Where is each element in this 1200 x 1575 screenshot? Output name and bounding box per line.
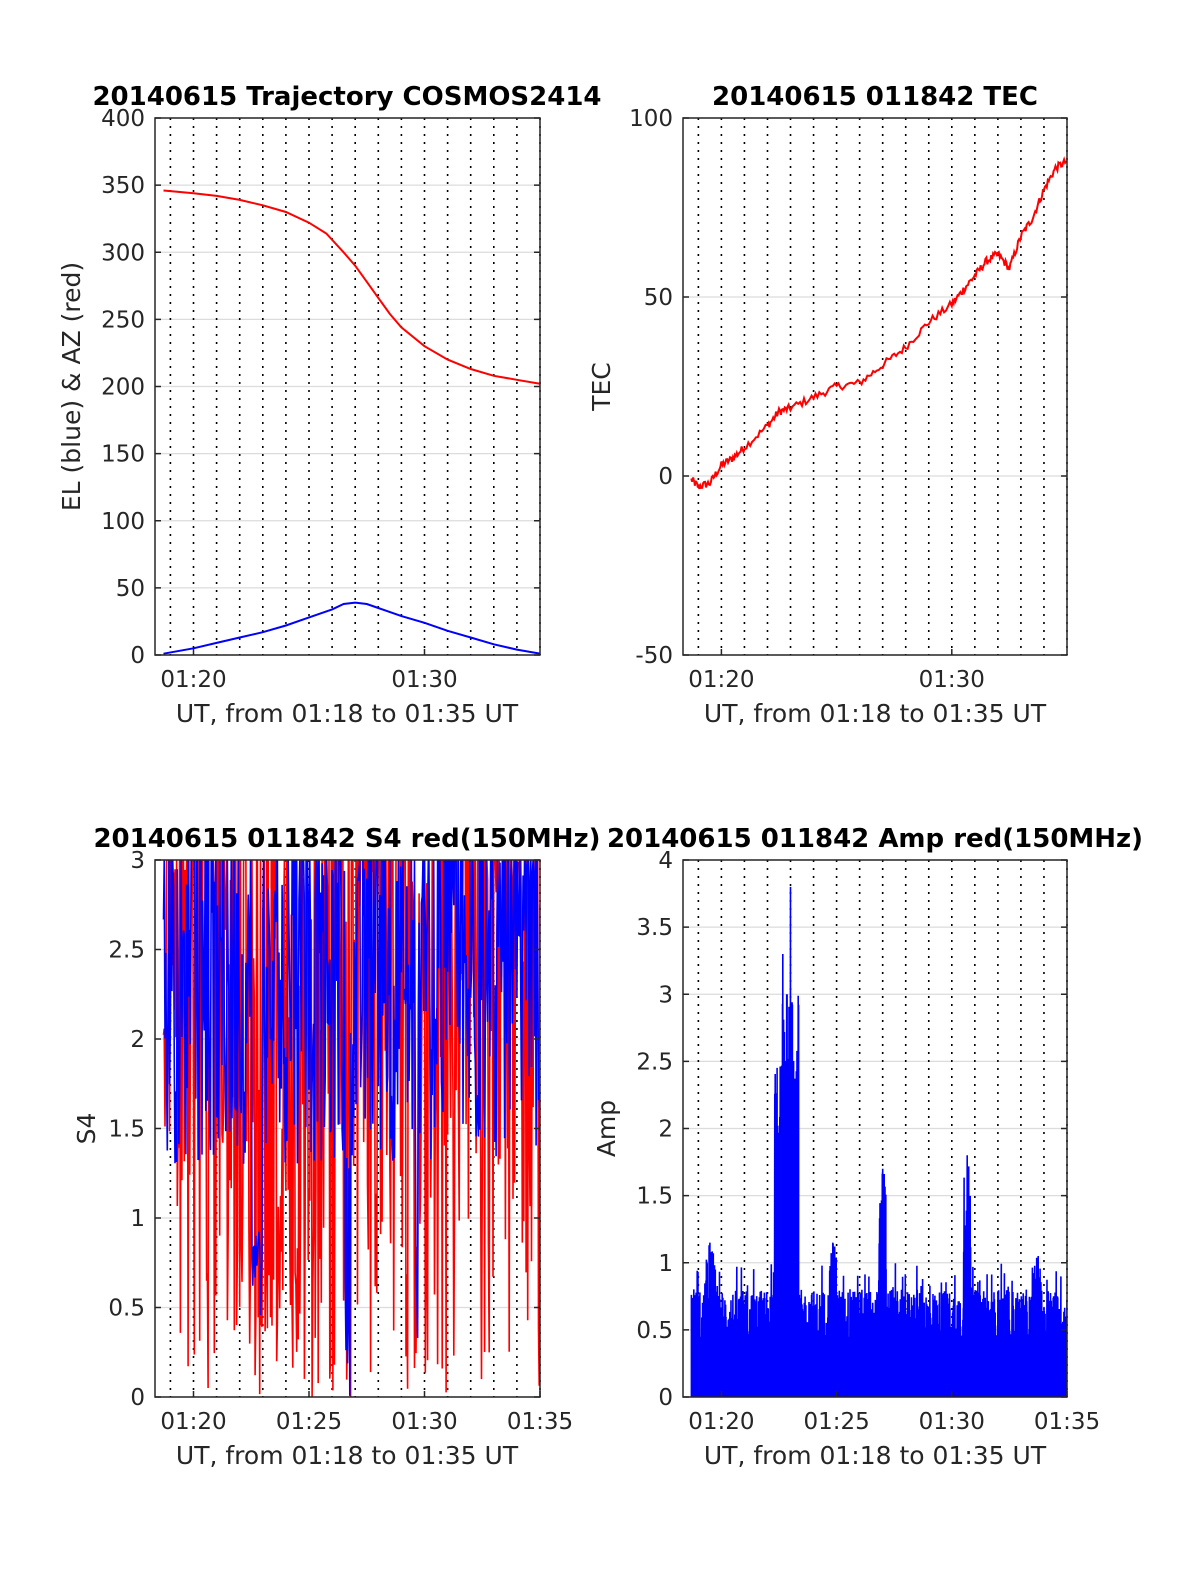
s4-xtick-label: 01:25 bbox=[276, 1409, 342, 1435]
amp-ytick-label: 1.5 bbox=[636, 1184, 673, 1210]
amp-xtick-label: 01:20 bbox=[688, 1409, 754, 1435]
amp-xtick-label: 01:25 bbox=[803, 1409, 869, 1435]
traj-series-red-line bbox=[163, 189, 540, 385]
tec-ytick-label: 50 bbox=[644, 285, 673, 311]
traj-y-axis-label: EL (blue) & AZ (red) bbox=[57, 262, 86, 511]
s4-panel: 0 0.5 1 1.5 2 2.5 3 01:20 01:25 01:30 01:35 2014061… bbox=[72, 824, 601, 1470]
amp-ytick-label: 4 bbox=[658, 848, 673, 874]
amp-xtick-label: 01:35 bbox=[1034, 1409, 1100, 1435]
s4-x-axis-label: UT, from 01:18 to 01:35 UT bbox=[176, 1441, 519, 1470]
traj-plot-area bbox=[163, 189, 540, 655]
tec-xtick-label: 01:30 bbox=[919, 667, 985, 693]
tec-xtick-label: 01:20 bbox=[688, 667, 754, 693]
s4-chart-title: 20140615 011842 S4 red(150MHz) bbox=[93, 824, 600, 854]
amp-ytick-label: 2 bbox=[658, 1117, 673, 1143]
tec-plot-area bbox=[690, 156, 1067, 490]
s4-ytick-label: 3 bbox=[130, 848, 145, 874]
s4-plot-area bbox=[162, 860, 540, 1397]
amp-ytick-label: 3 bbox=[658, 982, 673, 1008]
amp-xtick-label: 01:30 bbox=[919, 1409, 985, 1435]
traj-chart-title: 20140615 Trajectory COSMOS2414 bbox=[92, 82, 601, 112]
amp-ytick-label: 3.5 bbox=[636, 915, 673, 941]
s4-y-axis-label: S4 bbox=[72, 1113, 101, 1145]
traj-ytick-label: 100 bbox=[101, 509, 145, 535]
tec-axes-box bbox=[682, 117, 1068, 656]
s4-series-blue-line bbox=[162, 860, 540, 1396]
traj-x-axis-label: UT, from 01:18 to 01:35 UT bbox=[176, 699, 519, 728]
s4-ytick-label: 0.5 bbox=[108, 1296, 145, 1322]
amp-ytick-label: 0.5 bbox=[636, 1318, 673, 1344]
s4-ytick-label: 2.5 bbox=[108, 938, 145, 964]
traj-ytick-label: 400 bbox=[101, 106, 145, 132]
traj-xtick-label: 01:20 bbox=[160, 667, 226, 693]
tec-x-axis-label: UT, from 01:18 to 01:35 UT bbox=[704, 699, 1047, 728]
amp-chart-title: 20140615 011842 Amp red(150MHz) bbox=[607, 824, 1143, 854]
traj-ytick-label: 200 bbox=[101, 375, 145, 401]
s4-xtick-label: 01:35 bbox=[507, 1409, 573, 1435]
s4-series-red-line bbox=[162, 860, 540, 1397]
tec-ytick-label: 100 bbox=[629, 106, 673, 132]
tec-ytick-label: -50 bbox=[635, 643, 673, 669]
traj-ytick-label: 150 bbox=[101, 442, 145, 468]
traj-series-blue-line bbox=[163, 601, 540, 655]
s4-xtick-label: 01:30 bbox=[391, 1409, 457, 1435]
traj-xtick-label: 01:30 bbox=[391, 667, 457, 693]
amp-panel: 0 0.5 1 1.5 2 2.5 3 3.5 4 01:20 01:25 01:30 01:35 201… bbox=[592, 824, 1143, 1470]
traj-ytick-label: 300 bbox=[101, 240, 145, 266]
tec-ytick-label: 0 bbox=[658, 464, 673, 490]
traj-ytick-label: 350 bbox=[101, 173, 145, 199]
s4-ytick-label: 1 bbox=[130, 1206, 145, 1232]
amp-series-blue-bars bbox=[690, 886, 1067, 1397]
traj-ytick-label: 250 bbox=[101, 307, 145, 333]
s4-ytick-label: 1.5 bbox=[108, 1117, 145, 1143]
amp-plot-area bbox=[690, 886, 1067, 1397]
tec-series-red-line bbox=[690, 156, 1067, 490]
tec-y-axis-label: TEC bbox=[587, 362, 616, 412]
tec-chart-title: 20140615 011842 TEC bbox=[712, 82, 1038, 112]
amp-ytick-label: 2.5 bbox=[636, 1049, 673, 1075]
s4-ytick-label: 2 bbox=[130, 1027, 145, 1053]
s4-xtick-label: 01:20 bbox=[160, 1409, 226, 1435]
s4-ytick-label: 0 bbox=[130, 1385, 145, 1411]
amp-x-axis-label: UT, from 01:18 to 01:35 UT bbox=[704, 1441, 1047, 1470]
amp-y-axis-label: Amp bbox=[592, 1100, 621, 1157]
traj-ytick-label: 0 bbox=[130, 643, 145, 669]
amp-ytick-label: 1 bbox=[658, 1251, 673, 1277]
trajectory-panel: 0 50 100 150 200 250 300 350 400 01:20 01:30 201406… bbox=[57, 82, 602, 728]
amp-ytick-label: 0 bbox=[658, 1385, 673, 1411]
tec-panel: -50 0 50 100 01:20 01:30 20140615 011842 TEC UT… bbox=[587, 82, 1068, 728]
traj-ytick-label: 50 bbox=[116, 576, 145, 602]
